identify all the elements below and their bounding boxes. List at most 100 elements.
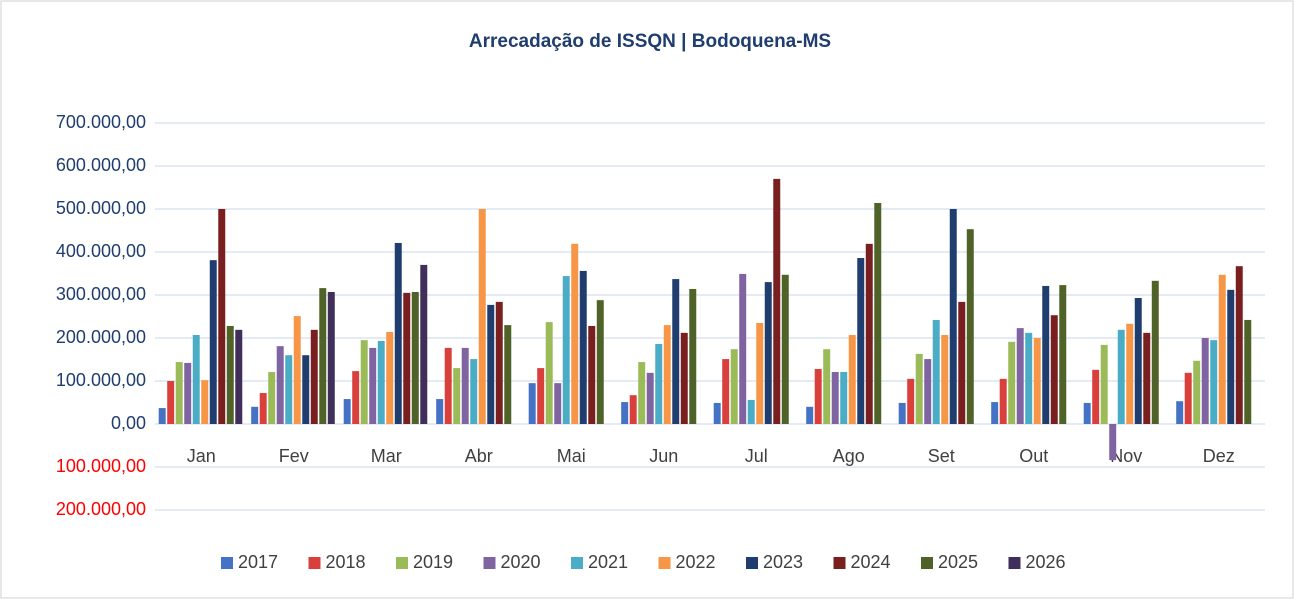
bar bbox=[991, 402, 999, 424]
bar bbox=[865, 243, 873, 424]
bar bbox=[1117, 329, 1125, 424]
bar bbox=[924, 359, 932, 424]
bar bbox=[1201, 338, 1209, 424]
bar bbox=[167, 381, 175, 424]
bar bbox=[369, 347, 377, 424]
y-tick-label: 500.000,00 bbox=[56, 198, 146, 218]
bar bbox=[722, 359, 730, 424]
bar bbox=[504, 325, 512, 424]
bar bbox=[756, 322, 764, 424]
legend-swatch bbox=[921, 557, 933, 569]
y-tick-label: 0,00 bbox=[111, 413, 146, 433]
y-tick-label: 200.000,00 bbox=[56, 327, 146, 347]
bar bbox=[663, 325, 671, 424]
bar bbox=[403, 292, 411, 424]
bar bbox=[293, 316, 301, 424]
legend-label: 2017 bbox=[238, 552, 278, 572]
bar bbox=[1059, 285, 1067, 424]
bar bbox=[739, 273, 747, 424]
x-tick-label: Out bbox=[1019, 446, 1048, 466]
x-tick-label: Jul bbox=[745, 446, 768, 466]
x-tick-label: Nov bbox=[1110, 446, 1142, 466]
legend-swatch bbox=[221, 557, 233, 569]
legend-swatch bbox=[1008, 557, 1021, 569]
bar bbox=[1210, 340, 1218, 424]
x-tick-label: Jan bbox=[187, 446, 216, 466]
bar bbox=[806, 406, 814, 424]
bar bbox=[713, 402, 721, 424]
bar bbox=[857, 258, 865, 424]
bar bbox=[192, 334, 200, 424]
legend-swatch bbox=[396, 557, 408, 569]
bar bbox=[360, 340, 368, 424]
bar bbox=[579, 270, 587, 424]
legend-swatch bbox=[746, 557, 758, 569]
x-tick-label: Mar bbox=[371, 446, 402, 466]
bar bbox=[1083, 402, 1091, 424]
bar bbox=[999, 378, 1007, 424]
bar bbox=[444, 347, 452, 424]
x-tick-label: Set bbox=[928, 446, 955, 466]
bar bbox=[1235, 266, 1243, 424]
bar bbox=[1126, 323, 1134, 424]
bar bbox=[823, 349, 831, 424]
bar bbox=[310, 329, 318, 424]
bar bbox=[588, 325, 596, 424]
bar bbox=[1016, 328, 1024, 424]
bar bbox=[949, 209, 957, 424]
bar bbox=[966, 229, 974, 424]
y-tick-label: 100.000,00 bbox=[56, 456, 146, 476]
legend-label: 2025 bbox=[938, 552, 978, 572]
x-tick-label: Jun bbox=[649, 446, 678, 466]
bar bbox=[528, 383, 536, 424]
legend-swatch bbox=[658, 557, 671, 569]
bar bbox=[1134, 298, 1142, 424]
bar bbox=[386, 331, 394, 424]
bar bbox=[898, 402, 906, 424]
bar bbox=[554, 383, 562, 424]
bar bbox=[276, 346, 284, 424]
bar bbox=[1042, 285, 1050, 424]
x-tick-label: Fev bbox=[279, 446, 309, 466]
legend-label: 2020 bbox=[501, 552, 541, 572]
x-tick-label: Dez bbox=[1203, 446, 1235, 466]
bar bbox=[436, 399, 444, 424]
y-tick-label: 100.000,00 bbox=[56, 370, 146, 390]
bar bbox=[646, 372, 654, 424]
bar bbox=[251, 406, 259, 424]
bar bbox=[461, 347, 469, 424]
legend-label: 2026 bbox=[1026, 552, 1066, 572]
bar bbox=[562, 276, 570, 424]
bar bbox=[1008, 341, 1016, 424]
chart-title: Arrecadação de ISSQN | Bodoquena-MS bbox=[469, 31, 831, 52]
bar bbox=[1025, 332, 1033, 424]
bar bbox=[621, 402, 629, 424]
bar bbox=[158, 408, 166, 424]
bar bbox=[184, 362, 192, 424]
bar bbox=[394, 242, 402, 424]
bar bbox=[201, 380, 209, 424]
bar bbox=[343, 399, 351, 424]
bar bbox=[932, 319, 940, 424]
bar bbox=[545, 322, 553, 424]
bar bbox=[478, 209, 486, 424]
x-tick-label: Ago bbox=[833, 446, 865, 466]
bar bbox=[302, 355, 310, 424]
bar bbox=[175, 362, 183, 424]
bar bbox=[596, 300, 604, 424]
bar bbox=[1092, 369, 1100, 424]
bar bbox=[268, 371, 276, 424]
bar bbox=[840, 371, 848, 424]
legend-label: 2019 bbox=[413, 552, 453, 572]
legend-label: 2023 bbox=[763, 552, 803, 572]
bar bbox=[680, 332, 688, 424]
bar bbox=[319, 288, 327, 424]
bar bbox=[672, 279, 680, 424]
bar bbox=[1218, 274, 1226, 424]
bar bbox=[915, 353, 923, 424]
bar bbox=[259, 393, 267, 424]
legend-swatch bbox=[483, 557, 496, 569]
bar bbox=[420, 264, 428, 424]
y-tick-label: 200.000,00 bbox=[56, 499, 146, 519]
